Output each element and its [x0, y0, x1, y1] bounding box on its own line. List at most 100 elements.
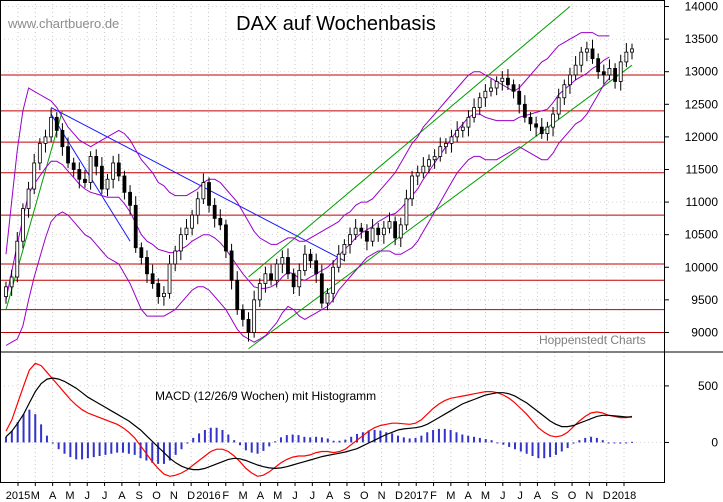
x-tick-label: A: [464, 490, 472, 502]
macd-histogram-bar: [584, 437, 587, 443]
macd-histogram-bar: [186, 442, 189, 444]
candle-body: [539, 126, 544, 135]
macd-histogram-bar: [590, 436, 593, 443]
y-tick-label: 11500: [686, 162, 719, 176]
candle-body: [607, 68, 612, 76]
candle-body: [280, 257, 285, 265]
macd-histogram-bar: [203, 430, 206, 443]
candle-body: [489, 87, 493, 92]
macd-histogram-bar: [601, 440, 604, 443]
macd-histogram-bar: [40, 424, 43, 443]
y-tick-label: 14000: [685, 0, 719, 14]
macd-histogram-bar: [180, 442, 183, 450]
x-tick-label: M: [31, 490, 40, 502]
x-tick-label: M: [273, 490, 282, 502]
macd-histogram-bar: [402, 437, 405, 443]
macd-histogram-bar: [467, 435, 470, 443]
macd-histogram-bar: [490, 440, 493, 443]
candle-body: [483, 90, 488, 99]
x-tick-label: F: [430, 490, 437, 502]
macd-histogram-bar: [92, 442, 95, 458]
candle-body: [319, 273, 324, 304]
watermark: www.chartbuero.de: [7, 16, 119, 31]
candle-body: [43, 136, 48, 144]
candle-body: [297, 270, 302, 288]
candle-body: [257, 283, 262, 301]
candle-body: [32, 162, 37, 190]
candle-body: [246, 319, 251, 333]
candle-body: [9, 276, 14, 288]
macd-histogram-bar: [373, 430, 376, 443]
macd-histogram-bar: [69, 442, 72, 458]
macd-histogram-bar: [326, 438, 329, 443]
macd-histogram-bar: [75, 442, 78, 460]
macd-histogram-bar: [256, 442, 259, 454]
macd-histogram-bar: [525, 442, 528, 454]
macd-histogram-bar: [449, 430, 452, 443]
candle-body: [173, 250, 178, 265]
macd-histogram-bar: [110, 442, 113, 454]
x-tick-label: S: [343, 490, 350, 502]
candle-body: [421, 165, 426, 174]
candle-body: [99, 165, 104, 190]
macd-histogram-bar: [315, 436, 318, 443]
x-tick-label: J: [500, 490, 506, 502]
macd-histogram-bar: [361, 432, 364, 443]
candle-body: [579, 51, 584, 66]
channel-lower-line: [248, 64, 633, 350]
macd-histogram-bar: [531, 442, 534, 456]
candle-body: [314, 260, 319, 275]
macd-histogram-bar: [408, 438, 411, 443]
x-tick-label: 2017: [404, 490, 428, 502]
x-tick-label: 2018: [612, 490, 636, 502]
x-tick-label: N: [378, 490, 386, 502]
candle-body: [139, 247, 144, 258]
candle-body: [353, 227, 358, 236]
macd-histogram-bar: [496, 442, 499, 444]
plot-frame: [0, 0, 665, 483]
candle-body: [88, 156, 93, 183]
macd-histogram-bar: [239, 442, 242, 446]
macd-histogram-bar: [127, 442, 130, 454]
candle-body: [15, 240, 20, 278]
macd-histogram-bar: [508, 442, 511, 447]
macd-histogram-bar: [116, 442, 119, 453]
candle-body: [438, 146, 443, 157]
macd-histogram-bar: [145, 442, 148, 461]
candle-body: [381, 227, 386, 236]
x-tick-label: A: [257, 490, 265, 502]
x-tick-label: N: [170, 490, 178, 502]
macd-histogram-bar: [285, 435, 288, 443]
candle-body: [573, 64, 578, 76]
candle-body: [150, 273, 155, 284]
candle-body: [455, 129, 460, 138]
candle-body: [133, 204, 138, 249]
x-tick-label: O: [360, 490, 369, 502]
macd-signal-line: [5, 362, 633, 477]
candle-body: [562, 84, 567, 99]
macd-histogram-bar: [619, 442, 622, 444]
macd-histogram-bar: [595, 437, 598, 443]
candle-body: [370, 227, 375, 242]
macd-histogram-bar: [250, 442, 253, 453]
macd-histogram-bar: [309, 437, 312, 443]
x-tick-label: A: [534, 490, 542, 502]
candle-body: [37, 143, 42, 164]
macd-histogram-bar: [537, 442, 540, 459]
macd-histogram-bar: [157, 442, 160, 464]
x-tick-label: M: [65, 490, 74, 502]
macd-histogram-bar: [215, 427, 218, 443]
macd-histogram-bar: [344, 439, 347, 443]
macd-histogram-bar: [437, 428, 440, 443]
macd-histogram-bar: [209, 427, 212, 443]
candle-body: [66, 146, 70, 164]
x-tick-label: J: [292, 490, 298, 502]
candle-body: [71, 162, 76, 170]
macd-histogram-bar: [566, 442, 569, 449]
candle-body: [240, 309, 245, 320]
candle-body: [156, 283, 161, 297]
macd-histogram-bar: [192, 437, 195, 443]
candle-body: [601, 71, 606, 76]
candle-body: [286, 257, 290, 275]
macd-histogram-bar: [625, 442, 628, 444]
